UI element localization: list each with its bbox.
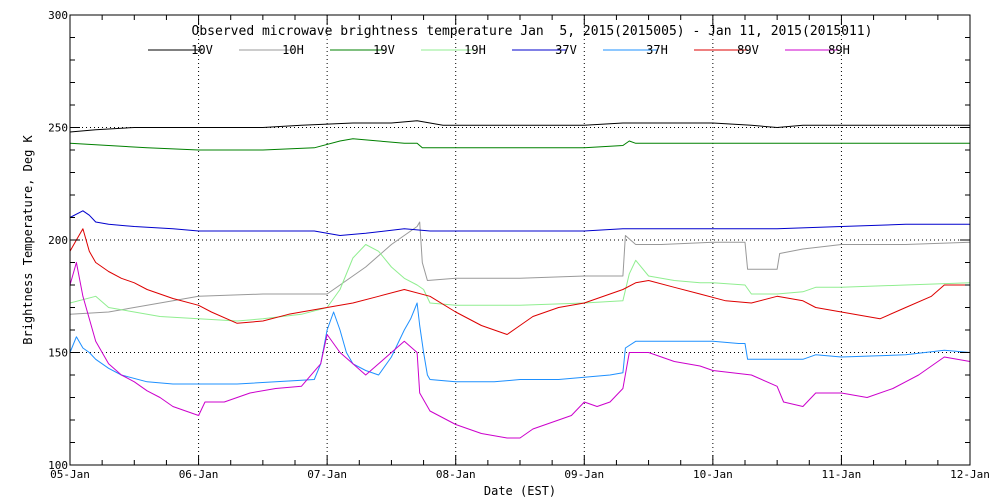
series-line-19h [69,244,971,322]
series-line-89h [69,262,971,439]
series-line-19v [69,138,970,151]
x-tick-label: 06-Jan [179,468,219,481]
legend-label-37v: 37V [555,43,577,57]
legend-label-37h: 37H [646,43,668,57]
x-tick-label: 08-Jan [436,468,476,481]
series-line-10v [69,120,970,133]
y-tick-label: 200 [48,234,68,247]
legend-label-10v: 10V [191,43,213,57]
legend-label-10h: 10H [282,43,304,57]
series-line-37v [69,210,970,236]
y-tick-label: 300 [48,9,68,22]
y-tick-label: 100 [48,459,68,472]
x-tick-label: 07-Jan [307,468,347,481]
y-tick-label: 250 [48,122,68,135]
grid [70,15,970,465]
series-line-37h [69,302,971,385]
axis-ticks: 05-Jan 06-Jan 07-Jan 08-Jan 09-Jan 10-Jan 11-J… [48,9,990,481]
x-axis-label: Date (EST) [484,484,556,498]
series-line-89v [69,228,970,335]
series-line-10h [69,221,971,315]
y-tick-label: 150 [48,347,68,360]
y-axis-label: Brightness Temperature, Deg K [21,134,35,344]
x-tick-label: 12-Jan [950,468,990,481]
legend-label-19h: 19H [464,43,486,57]
legend: 10V 10H 19V 19H 37V 37H 89V 89H [148,43,850,57]
legend-label-89h: 89H [828,43,850,57]
x-tick-label: 10-Jan [693,468,733,481]
series-group [69,120,971,439]
chart-title: Observed microwave brightness temperatur… [192,24,873,39]
x-tick-label: 11-Jan [822,468,862,481]
x-tick-label: 09-Jan [564,468,604,481]
legend-label-89v: 89V [737,43,759,57]
x-tick-label: 05-Jan [50,468,90,481]
legend-label-19v: 19V [373,43,395,57]
